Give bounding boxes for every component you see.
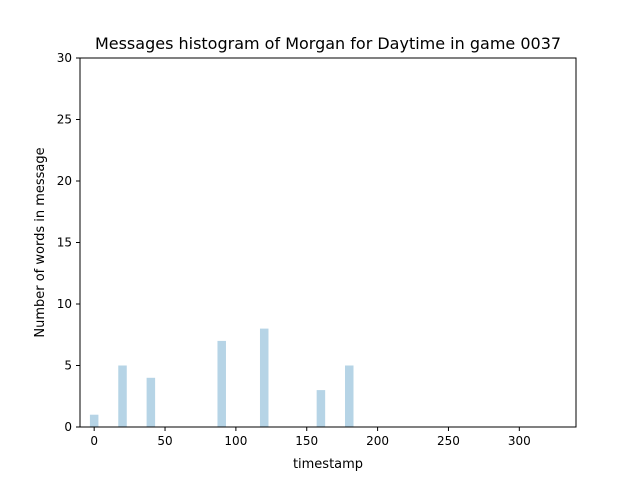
bar <box>345 365 354 427</box>
bar <box>146 377 156 427</box>
x-axis-ticks: 0 50 100 150 200 250 300 <box>90 427 531 448</box>
chart-title: Messages histogram of Morgan for Daytime… <box>95 34 561 53</box>
bar <box>217 340 226 427</box>
y-tick-label: 0 <box>64 420 72 434</box>
x-tick-label: 50 <box>157 434 172 448</box>
bar <box>259 328 269 427</box>
bar <box>316 390 326 427</box>
x-tick-label: 300 <box>508 434 531 448</box>
bar-layer <box>89 328 354 427</box>
x-tick-label: 150 <box>295 434 318 448</box>
y-tick-label: 30 <box>57 51 72 65</box>
x-axis-label: timestamp <box>293 457 363 472</box>
y-tick-label: 20 <box>57 174 72 188</box>
y-tick-label: 15 <box>57 236 72 250</box>
y-tick-label: 10 <box>57 297 72 311</box>
x-tick-label: 200 <box>366 434 389 448</box>
x-tick-label: 250 <box>437 434 460 448</box>
bar <box>118 365 127 427</box>
y-axis-ticks: 0 5 10 15 20 25 30 <box>57 51 80 434</box>
bar <box>89 414 99 427</box>
y-tick-label: 5 <box>64 359 72 373</box>
x-tick-label: 0 <box>90 434 98 448</box>
y-tick-label: 25 <box>57 113 72 127</box>
x-tick-label: 100 <box>224 434 247 448</box>
y-axis-label: Number of words in message <box>33 147 48 337</box>
